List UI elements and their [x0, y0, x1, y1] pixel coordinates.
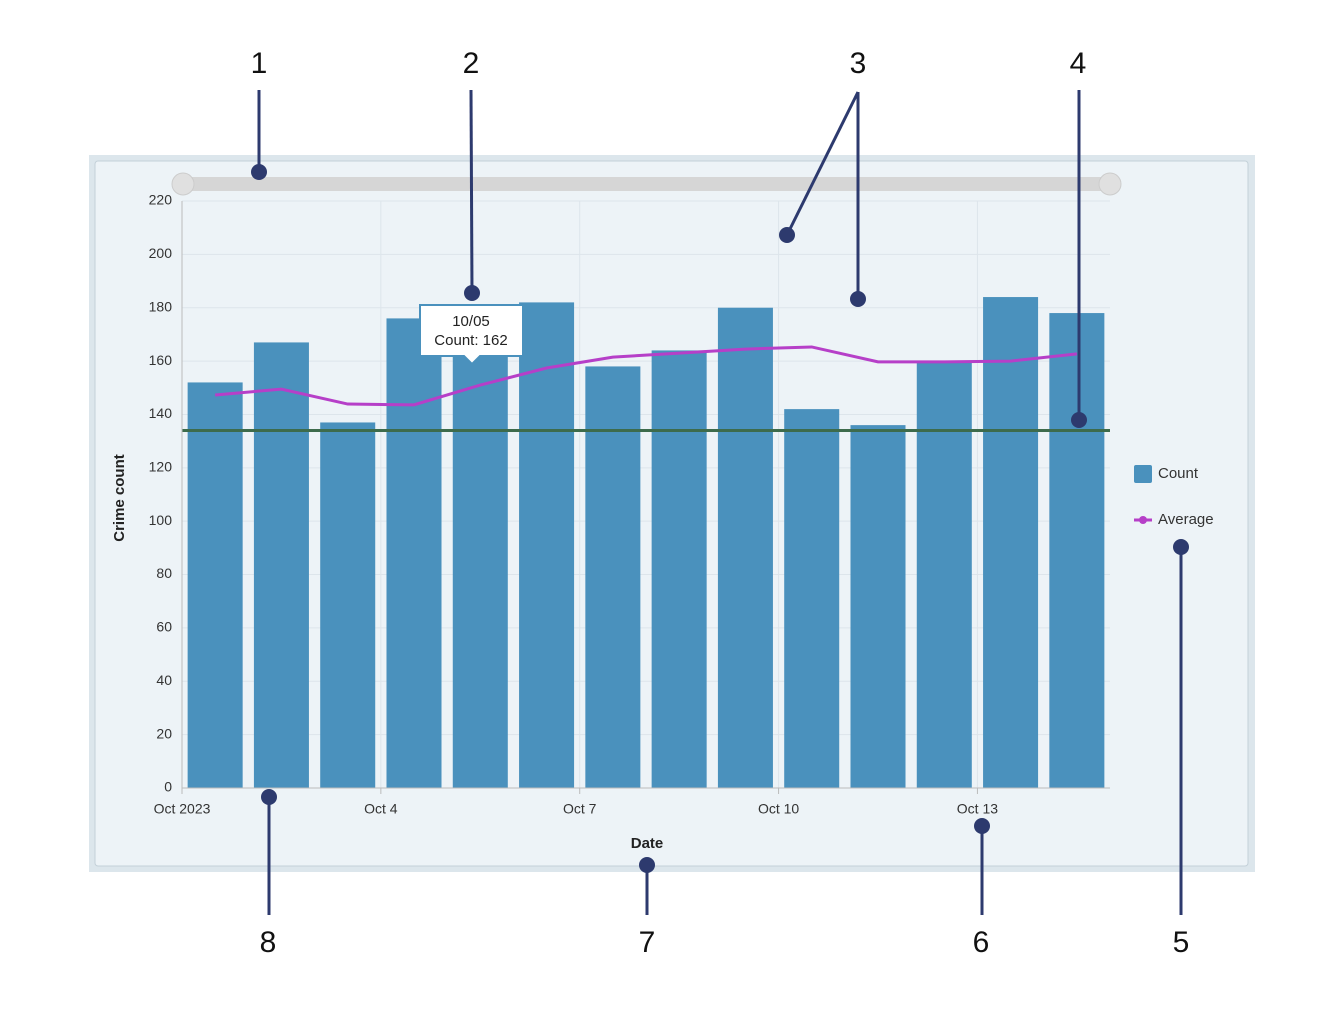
plot	[182, 297, 1110, 788]
y-tick-label: 40	[156, 672, 172, 688]
callout-number: 5	[1173, 926, 1190, 959]
callout-number: 8	[260, 926, 277, 959]
dot	[639, 857, 655, 873]
y-tick-label: 100	[149, 512, 173, 528]
bar	[784, 409, 840, 788]
leader	[785, 91, 860, 236]
callout-number: 1	[251, 47, 268, 80]
x-axis-title: Date	[631, 835, 664, 852]
y-tick-label: 60	[156, 619, 172, 635]
range-slider[interactable]	[171, 172, 1122, 196]
slider-track	[182, 177, 1110, 191]
slider-handle[interactable]	[171, 172, 195, 196]
leader	[469, 89, 474, 294]
tooltip-title: 10/05	[452, 313, 490, 330]
dot	[1173, 539, 1189, 555]
legend-label: Average	[1158, 511, 1214, 528]
x-tick-label: Oct 10	[758, 801, 799, 817]
average-line	[215, 345, 1078, 407]
legend-swatch	[1134, 465, 1152, 483]
callout-number: 3	[850, 47, 867, 80]
bar	[1049, 313, 1105, 788]
dot	[464, 285, 480, 301]
bar	[187, 382, 243, 788]
bar	[585, 366, 641, 788]
legend: Count Average	[1134, 465, 1214, 528]
dot	[779, 227, 795, 243]
y-tick-label: 20	[156, 725, 172, 741]
dot	[1071, 412, 1087, 428]
bar	[983, 297, 1039, 788]
legend-swatch	[1139, 516, 1147, 524]
y-axis-title: Crime count	[111, 454, 128, 542]
slider-handle[interactable]	[1098, 172, 1122, 196]
callout-dots	[251, 164, 1189, 873]
callout-number: 2	[463, 47, 480, 80]
bar	[452, 355, 508, 788]
dot	[251, 164, 267, 180]
bar	[850, 425, 906, 788]
x-tick-label: Oct 2023	[154, 801, 211, 817]
callout-number: 6	[973, 926, 990, 959]
tooltip-box	[419, 304, 524, 366]
y-tick-label: 140	[149, 405, 173, 421]
y-tick-label: 160	[149, 352, 173, 368]
tooltip: 10/05 Count: 162	[419, 304, 524, 366]
bar	[651, 350, 707, 788]
callout-number: 7	[639, 926, 656, 959]
tooltip-text: Count: 162	[434, 332, 507, 349]
callout-lines	[257, 89, 1183, 915]
bar	[717, 307, 773, 788]
x-tick-label: Oct 13	[957, 801, 998, 817]
callout-number: 4	[1070, 47, 1087, 80]
bar	[253, 342, 309, 788]
dot	[974, 818, 990, 834]
y-tick-label: 220	[149, 192, 173, 208]
y-tick-label: 0	[164, 779, 172, 795]
x-tick-label: Oct 7	[563, 801, 597, 817]
bar	[386, 318, 442, 788]
x-tick-label: Oct 4	[364, 801, 398, 817]
y-tick-label: 120	[149, 459, 173, 475]
y-tick-label: 200	[149, 245, 173, 261]
legend-label: Count	[1158, 465, 1199, 482]
bar	[916, 361, 972, 788]
dot	[850, 291, 866, 307]
y-tick-label: 80	[156, 565, 172, 581]
bar	[320, 422, 376, 788]
dot	[261, 789, 277, 805]
bar	[519, 302, 575, 788]
y-tick-label: 180	[149, 298, 173, 314]
